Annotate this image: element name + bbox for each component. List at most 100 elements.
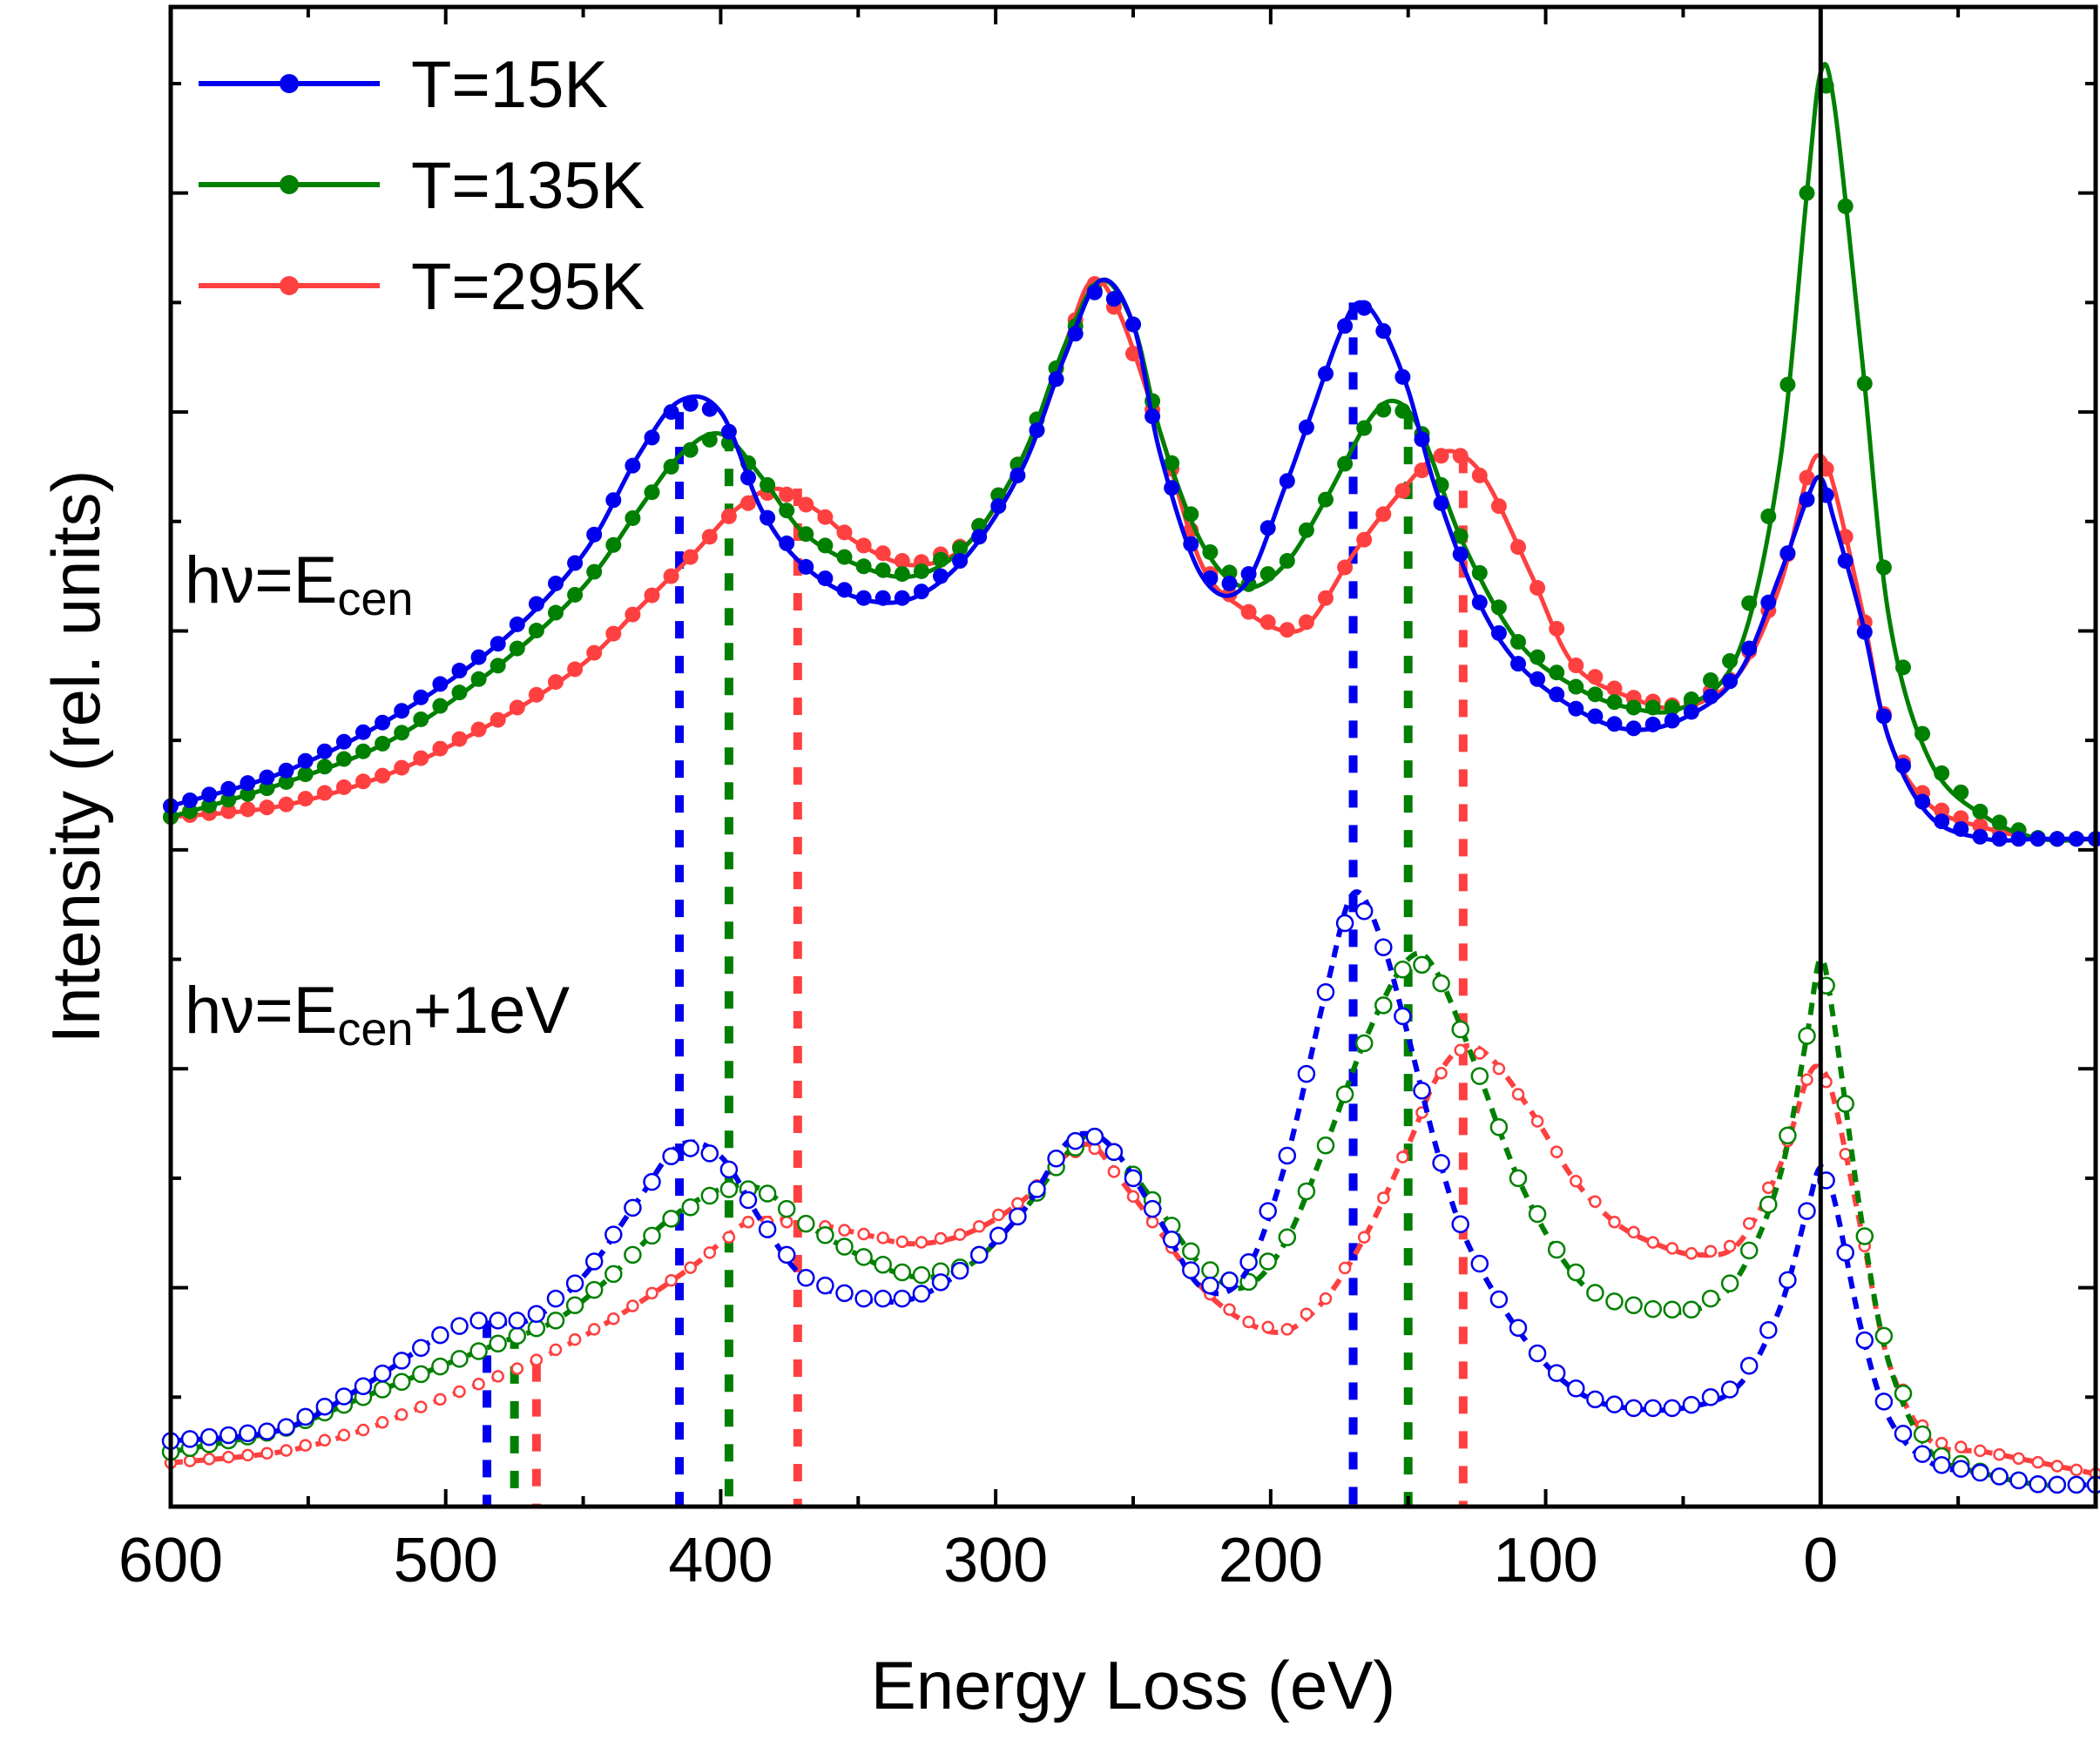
- data-point: [2049, 831, 2065, 847]
- legend-marker: [280, 276, 299, 295]
- data-point: [1895, 758, 1911, 774]
- data-point: [1722, 653, 1739, 670]
- data-point: [1991, 831, 2008, 847]
- data-point: [508, 1312, 527, 1330]
- data-point: [1549, 620, 1565, 637]
- data-point: [895, 1235, 909, 1249]
- data-point: [1759, 1320, 1778, 1339]
- data-point: [1432, 1154, 1450, 1172]
- data-point: [1586, 1390, 1604, 1409]
- data-point: [1125, 346, 1141, 362]
- data-point: [1489, 1290, 1509, 1309]
- data-point: [741, 1215, 755, 1229]
- data-point: [1318, 590, 1334, 606]
- legend-label: T=15K: [411, 48, 608, 122]
- data-point: [1798, 1027, 1816, 1045]
- data-point: [1220, 1271, 1239, 1290]
- data-point: [682, 395, 699, 412]
- data-point: [1356, 300, 1373, 316]
- data-point: [624, 1245, 642, 1265]
- data-point: [316, 785, 333, 801]
- data-point: [413, 711, 429, 727]
- data-point: [779, 502, 795, 519]
- data-point: [700, 1144, 719, 1163]
- legend-marker: [280, 74, 299, 93]
- data-point: [1240, 604, 1257, 620]
- data-point: [1608, 1215, 1621, 1229]
- data-point: [719, 1180, 739, 1198]
- data-point: [1432, 974, 1450, 993]
- data-point: [874, 562, 891, 578]
- data-point: [508, 1326, 527, 1345]
- data-point: [1492, 1062, 1506, 1076]
- data-point: [240, 775, 256, 792]
- data-point: [490, 712, 506, 728]
- series-t-15k-detuned: [161, 889, 2100, 1494]
- data-point: [1278, 1146, 1297, 1165]
- data-point: [1375, 401, 1392, 418]
- data-point: [1932, 1455, 1951, 1474]
- data-point: [1627, 1225, 1640, 1239]
- data-point: [1952, 1460, 1970, 1478]
- data-point: [836, 524, 853, 541]
- data-point: [316, 759, 333, 775]
- data-point: [1316, 1136, 1335, 1155]
- data-point: [1894, 1424, 1913, 1443]
- data-point: [971, 529, 988, 545]
- data-point: [354, 1377, 373, 1395]
- x-axis-ticks: 600 500 400 300 200 100 0: [118, 7, 2097, 1595]
- data-point: [1279, 473, 1295, 489]
- annotation-detuned-sub: cen: [337, 1003, 413, 1055]
- data-point: [1221, 564, 1238, 581]
- x-tick-label: 0: [1803, 1526, 1838, 1595]
- data-point: [990, 487, 1007, 503]
- data-point: [894, 566, 910, 583]
- data-point: [933, 568, 949, 584]
- data-point: [1126, 1190, 1140, 1204]
- data-point: [415, 1400, 428, 1413]
- data-point: [740, 495, 756, 511]
- data-point: [798, 526, 814, 543]
- data-point: [335, 733, 352, 750]
- data-point: [1913, 1445, 1932, 1463]
- data-point: [1162, 1231, 1181, 1249]
- data-point: [894, 590, 910, 606]
- data-point: [1971, 1463, 1989, 1482]
- x-tick-label: 600: [118, 1526, 223, 1595]
- data-point: [1143, 1199, 1162, 1218]
- data-point: [565, 1274, 584, 1292]
- data-point: [1720, 1380, 1739, 1399]
- data-point: [1972, 818, 1989, 834]
- data-point: [1895, 659, 1911, 676]
- data-point: [489, 1312, 507, 1330]
- data-point: [259, 799, 275, 816]
- data-point: [1201, 1261, 1219, 1279]
- data-point: [548, 674, 564, 691]
- data-point: [990, 498, 1007, 515]
- data-point: [318, 1433, 332, 1447]
- data-point: [1509, 1169, 1528, 1188]
- data-point: [395, 1408, 409, 1421]
- data-point: [413, 689, 429, 705]
- data-point: [470, 649, 487, 665]
- data-point: [568, 1332, 582, 1346]
- data-point: [434, 1393, 447, 1406]
- data-point: [758, 1220, 777, 1238]
- data-point: [1624, 1399, 1643, 1418]
- data-point: [1298, 419, 1314, 435]
- data-point: [1201, 1276, 1219, 1295]
- data-point: [952, 540, 969, 556]
- data-point: [701, 529, 718, 545]
- data-point: [684, 1261, 697, 1274]
- data-point: [777, 1199, 796, 1218]
- data-point: [1529, 580, 1546, 597]
- data-point: [857, 1227, 870, 1241]
- data-point: [1856, 624, 1873, 640]
- data-point: [1528, 1344, 1547, 1363]
- data-point: [1183, 536, 1199, 552]
- data-point: [1259, 1252, 1277, 1271]
- data-point: [1280, 1323, 1294, 1336]
- data-point: [1972, 803, 1989, 819]
- data-point: [893, 1263, 912, 1282]
- data-point: [607, 1312, 620, 1325]
